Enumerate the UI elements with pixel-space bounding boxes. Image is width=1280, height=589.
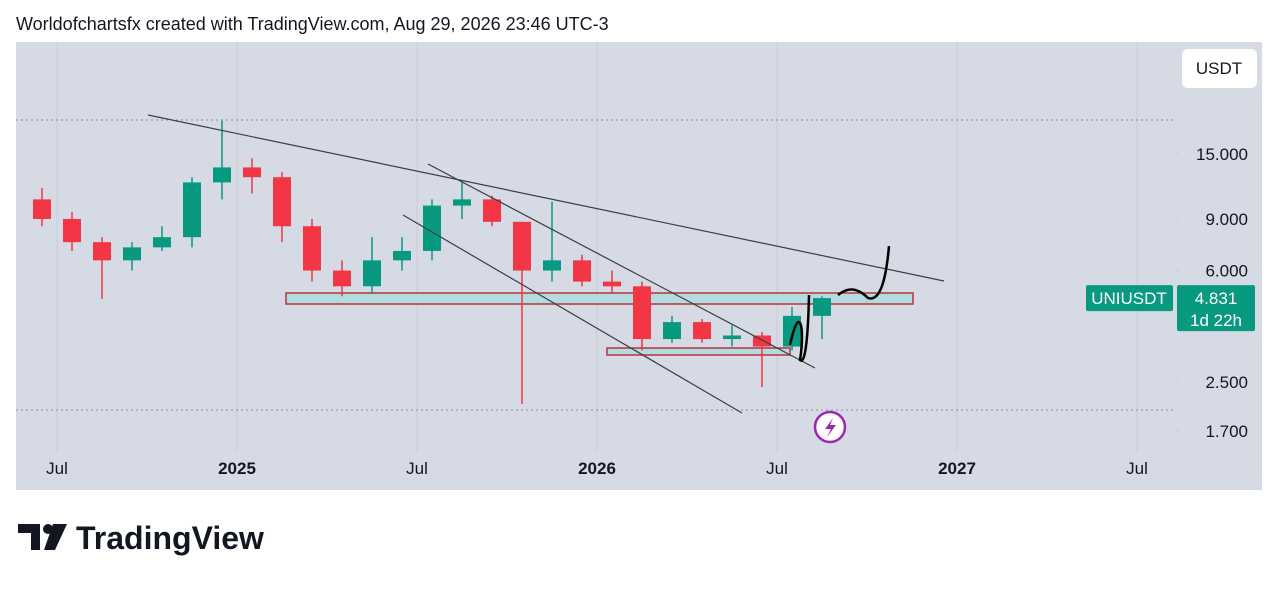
candle-body: [273, 177, 291, 227]
x-tick-label: 2026: [578, 459, 616, 478]
candle-body: [363, 260, 381, 287]
candle-body: [753, 335, 771, 347]
candle-body: [693, 322, 711, 340]
trendline: [427, 163, 816, 369]
candle-body: [483, 199, 501, 222]
lightning-glyph: [825, 418, 836, 437]
candle-body: [663, 322, 681, 340]
grid: [56, 42, 1138, 452]
candle-body: [153, 237, 171, 248]
x-tick-label: Jul: [766, 459, 788, 478]
axes: Jul 2025 Jul 2026 Jul 2027 Jul 1.700 2.500 6.000 9…: [46, 145, 1255, 478]
currency-button[interactable]: [1182, 49, 1257, 88]
price-badge: [1177, 285, 1255, 332]
countdown-label: 1d 22h: [1190, 311, 1242, 330]
candles: [33, 120, 831, 405]
y-tick-label: 15.000: [1196, 145, 1248, 164]
y-tick-label: 2.500: [1205, 373, 1248, 392]
symbol-badge: [1086, 285, 1173, 312]
x-tick-label: Jul: [406, 459, 428, 478]
price-label: 4.831: [1195, 289, 1238, 308]
header-title: Worldofchartsfx created with TradingView…: [16, 14, 609, 34]
candle-body: [603, 281, 621, 287]
candle-body: [633, 286, 651, 340]
candle-body: [573, 260, 591, 282]
candle-body: [213, 167, 231, 183]
tradingview-logo: TradingView: [18, 520, 264, 556]
candle-body: [93, 242, 111, 261]
plot-background: [16, 42, 1262, 490]
y-tick-label: 9.000: [1205, 210, 1248, 229]
candle-body: [333, 270, 351, 287]
candle-body: [723, 335, 741, 340]
candle-body: [393, 250, 411, 261]
candle-body: [243, 167, 261, 178]
currency-label: USDT: [1196, 59, 1242, 78]
freehand-drawing: [788, 245, 891, 362]
y-tick-label: 1.700: [1205, 422, 1248, 441]
y-tick-label: 6.000: [1205, 262, 1248, 281]
candle-body: [303, 226, 321, 271]
support-zone: [606, 347, 791, 356]
support-zone: [285, 292, 914, 305]
candle-body: [63, 218, 81, 243]
candle-body: [183, 182, 201, 238]
candle-body: [423, 205, 441, 251]
candle-body: [123, 247, 141, 261]
candle-body: [513, 221, 531, 271]
candle-body: [813, 298, 831, 316]
trendline: [402, 214, 743, 414]
candle-body: [783, 315, 801, 347]
candle-body: [33, 199, 51, 219]
footer-brand: TradingView: [76, 520, 264, 556]
x-tick-label: 2027: [938, 459, 976, 478]
candle-body: [543, 260, 561, 271]
symbol-label: UNIUSDT: [1091, 289, 1167, 308]
candle-body: [453, 199, 471, 206]
trendline: [147, 114, 945, 282]
x-tick-label: 2025: [218, 459, 256, 478]
x-tick-label: Jul: [46, 459, 68, 478]
x-tick-label: Jul: [1126, 459, 1148, 478]
